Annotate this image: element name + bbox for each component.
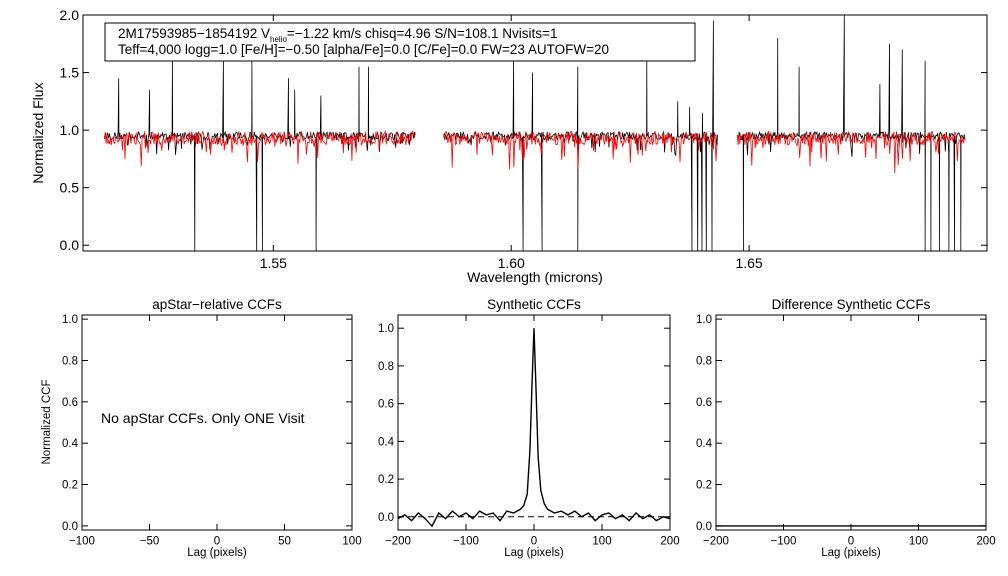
synthetic-ccf-ytick-label: 0.0 <box>378 512 394 524</box>
difference-ccf-xtick-label: 0 <box>848 536 854 548</box>
difference-ccf-xtick-label: −100 <box>771 536 797 548</box>
difference-ccf-ticks: −200 −100 0 100 200 0.0 0.2 0.4 0.6 0.8 1.0 <box>696 314 996 547</box>
synthetic-ccf-ytick-label: 0.4 <box>378 436 395 448</box>
spectrum-observed-chip-1 <box>104 60 416 251</box>
spectrum-ylabel: Normalized Flux <box>30 82 46 183</box>
spectrum-ytick-label: 1.0 <box>60 122 80 138</box>
info-stats: =−1.22 km/s chisq=4.96 S/N=108.1 Nvisits… <box>287 26 558 41</box>
difference-ccf-ytick-label: 0.2 <box>696 480 712 492</box>
difference-ccf-ytick-label: 1.0 <box>696 314 712 326</box>
difference-ccf-ytick-label: 0.0 <box>696 521 712 533</box>
info-box-frame <box>104 22 696 62</box>
spectrum-xtick-label: 1.55 <box>260 255 287 271</box>
apstar-ccf-title: apStar−relative CCFs <box>152 297 282 312</box>
spectrum-synthetic-chip-3 <box>736 130 966 174</box>
difference-ccf-xtick-label: −200 <box>703 536 729 548</box>
spectrum-xtick-label: 1.65 <box>735 255 762 271</box>
apstar-ccf-xtick-label: 100 <box>342 536 361 548</box>
difference-ccf-axes-frame <box>715 314 987 531</box>
difference-ccf-ytick-label: 0.4 <box>696 438 713 450</box>
apstar-ccf-xtick-label: −50 <box>140 536 160 548</box>
apstar-ccf-ytick-label: 1.0 <box>62 314 78 326</box>
spectrum-observed-chip-3 <box>736 15 966 251</box>
apstar-ccf-ytick-label: 0.2 <box>62 480 78 492</box>
synthetic-ccf-panel: Synthetic CCFs −200 −100 0 100 200 0.0 0.2 0.4 0… <box>378 297 680 559</box>
synthetic-ccf-xtick-label: −200 <box>385 536 411 548</box>
synthetic-ccf-ytick-label: 0.2 <box>378 474 394 486</box>
spectrum-ytick-label: 0.0 <box>60 237 80 253</box>
info-line-1: 2M17593985−1854192 Vhelio=−1.22 km/s chi… <box>118 26 557 44</box>
difference-ccf-xlabel: Lag (pixels) <box>821 547 881 559</box>
apstar-ccf-ticks: −100 −50 0 50 100 0.0 0.2 0.4 0.6 0.8 1.0 <box>62 314 362 547</box>
spectrum-ytick-label: 0.5 <box>60 180 80 196</box>
apstar-ccf-ytick-label: 0.8 <box>62 356 78 368</box>
synthetic-ccf-ytick-label: 1.0 <box>378 323 394 335</box>
synthetic-ccf-xtick-label: 200 <box>660 536 679 548</box>
difference-ccf-xtick-label: 200 <box>976 536 995 548</box>
apstar-ccf-xtick-label: 50 <box>278 536 291 548</box>
spectrum-series <box>104 15 966 251</box>
spectrum-ytick-label: 1.5 <box>60 64 80 80</box>
info-line-2: Teff=4,000 logg=1.0 [Fe/H]=−0.50 [alpha/… <box>118 42 609 57</box>
spectrum-axes-frame <box>82 14 988 252</box>
difference-ccf-title: Difference Synthetic CCFs <box>772 297 931 312</box>
synthetic-ccf-xtick-label: 0 <box>531 536 537 548</box>
apstar-ccf-ytick-label: 0.4 <box>62 438 79 450</box>
difference-ccf-panel: Difference Synthetic CCFs −200 −100 0 100 20… <box>696 297 996 559</box>
spectrum-synthetic-chip-2 <box>443 130 719 170</box>
difference-ccf-ytick-label: 0.8 <box>696 356 712 368</box>
difference-ccf-xtick-label: 100 <box>909 536 928 548</box>
apstar-ccf-xtick-label: −100 <box>69 536 95 548</box>
apstar-ccf-ylabel: Normalized CCF <box>41 380 53 465</box>
synthetic-ccf-series <box>397 328 671 528</box>
synthetic-ccf-ticks: −200 −100 0 100 200 0.0 0.2 0.4 0.6 0.8 1.0 <box>378 315 680 548</box>
info-star-velocity: 2M17593985−1854192 V <box>118 26 270 41</box>
apstar-ccf-ytick-label: 0.0 <box>62 521 78 533</box>
spectrum-panel: 1.55 1.60 1.65 0.0 0.5 1.0 1.5 2.0 2M17593985−1… <box>30 7 988 285</box>
synthetic-ccf-xtick-label: −100 <box>453 536 479 548</box>
spectrum-ytick-label: 2.0 <box>60 7 80 23</box>
apstar-ccf-xtick-label: 0 <box>214 536 220 548</box>
synthetic-ccf-xlabel: Lag (pixels) <box>504 547 564 559</box>
info-subscript: helio <box>270 35 287 44</box>
apstar-ccf-panel: apStar−relative CCFs −100 −50 0 50 100 0.0 0.2… <box>41 297 362 559</box>
spectrum-synthetic-chip-1 <box>104 129 416 167</box>
spectrum-ticks: 1.55 1.60 1.65 0.0 0.5 1.0 1.5 2.0 <box>60 7 987 271</box>
apstar-ccf-ytick-label: 0.6 <box>62 397 78 409</box>
spectrum-xlabel: Wavelength (microns) <box>467 269 603 285</box>
synthetic-ccf-ytick-label: 0.8 <box>378 361 394 373</box>
synthetic-ccf-ytick-label: 0.6 <box>378 399 394 411</box>
apstar-ccf-xlabel: Lag (pixels) <box>187 547 247 559</box>
spectrum-xtick-label: 1.60 <box>498 255 525 271</box>
synthetic-ccf-line <box>397 328 671 528</box>
spectrum-info-box: 2M17593985−1854192 Vhelio=−1.22 km/s chi… <box>104 22 696 62</box>
synthetic-ccf-xtick-label: 100 <box>592 536 611 548</box>
apstar-ccf-annotation: No apStar CCFs. Only ONE Visit <box>101 410 305 426</box>
synthetic-ccf-title: Synthetic CCFs <box>487 297 581 312</box>
difference-ccf-ytick-label: 0.6 <box>696 397 712 409</box>
